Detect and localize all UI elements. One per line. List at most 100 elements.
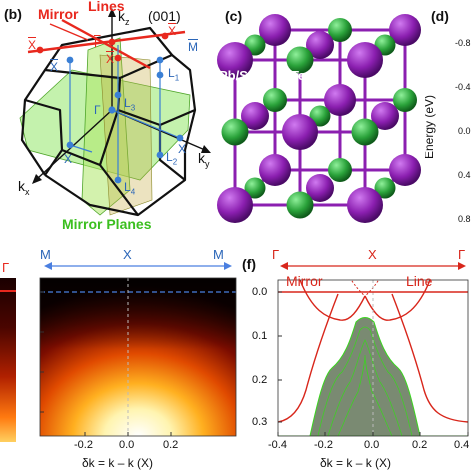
- x-bar-top-point: [66, 56, 74, 64]
- mirror-line-2: [61, 18, 151, 70]
- panel-d-ylabel: Energy (eV): [425, 94, 437, 160]
- panel-f-tag: (f): [242, 256, 256, 272]
- te-atom: [309, 105, 331, 127]
- panel-b-brillouin-zone: (b) Mirror Lines (001) kz ky kx Mirror P…: [0, 0, 215, 245]
- strip-red-line: [0, 290, 16, 292]
- te-atom: [351, 118, 379, 146]
- panel-d-tick-4: 0.8: [458, 214, 471, 224]
- l2-point: [156, 151, 164, 159]
- f-xtick-0: -0.4: [268, 439, 287, 451]
- f-xtick-3: 0.2: [412, 439, 428, 451]
- mirror-line-1: [27, 30, 186, 54]
- l1-point: [156, 71, 164, 79]
- f-ytick-1: 0.1: [252, 330, 268, 342]
- x-right-label: X: [178, 142, 187, 156]
- te-atom: [374, 177, 396, 199]
- l1-label: L1: [168, 66, 180, 83]
- panel-e-xlabel: δk = k – k (X): [82, 456, 154, 470]
- f-gamma-right-label: Γ: [458, 250, 466, 262]
- gamma-bar-point: [108, 38, 116, 46]
- x-ticks: [84, 432, 172, 436]
- x-bar-left-point: [36, 46, 44, 54]
- m-bar-right-label: M: [213, 250, 224, 262]
- panel-e-xtick-0: -0.2: [74, 439, 93, 451]
- pb-sn-atom: [217, 187, 253, 223]
- pb-sn-atom: [371, 102, 399, 130]
- surface-state-outer-left: [278, 293, 339, 423]
- surface-label: (001): [148, 8, 181, 24]
- f-y-ticks: [278, 291, 282, 423]
- pb-sn-atom: [241, 102, 269, 130]
- kx-axis: [37, 109, 113, 179]
- arpes-strip-image: [0, 278, 16, 442]
- pb-sn-atom: [324, 84, 356, 116]
- brillouin-zone-figure: [19, 8, 211, 217]
- m-bar-left-label: M: [40, 250, 51, 262]
- panel-e-arpes-map: M X M -0.2 0.0 0.2 δk = k – k (X): [18, 250, 240, 474]
- x-right-point: [176, 134, 184, 142]
- l4-label: L4: [124, 180, 136, 197]
- surface-state-outer-right: [391, 293, 468, 423]
- dispersion-dashed-left: [350, 280, 366, 297]
- panel-c-crystal-structure: (c) Pb/Sn Te: [215, 0, 425, 245]
- x-bar-mid-point: [114, 54, 122, 62]
- f-xlabel: δk = k – k (X): [320, 456, 392, 470]
- gamma-bar-label: Γ: [94, 36, 101, 50]
- panel-e-xtick-2: 0.2: [163, 439, 179, 451]
- x-bar-top-label: X: [50, 60, 59, 74]
- x-left-point: [66, 141, 74, 149]
- pb-sn-atom: [389, 14, 421, 46]
- te-atom: [286, 191, 314, 219]
- f-x-ticks: [277, 432, 469, 436]
- te-atom: [286, 46, 314, 74]
- l4-point: [114, 176, 122, 184]
- pb-sn-atom: [259, 154, 291, 186]
- x-bar-left-label: X: [28, 38, 37, 52]
- l3-label: L3: [124, 96, 136, 113]
- pb-sn-atom: [217, 42, 253, 78]
- te-atom: [393, 88, 417, 112]
- x-bar-mid-label: X: [106, 52, 115, 66]
- gamma-label: Γ: [94, 103, 101, 117]
- mirror-planes-label: Mirror Planes: [62, 216, 152, 232]
- x-bar-right-label: X: [168, 24, 177, 38]
- panel-e-left-strip: Γ: [0, 262, 18, 442]
- f-mirror-word: Mirror: [286, 273, 323, 289]
- x-left-label: X: [64, 152, 73, 166]
- pb-sn-atom: [347, 42, 383, 78]
- panel-d-tick-3: 0.4: [458, 170, 471, 180]
- pb-sn-atom: [389, 154, 421, 186]
- panel-d-tag: (d): [431, 8, 449, 24]
- te-atom: [328, 158, 352, 182]
- ky-label: ky: [198, 150, 210, 169]
- m-bar-point: [156, 56, 164, 64]
- pb-sn-atom: [282, 114, 318, 150]
- surface-state-left: [299, 280, 366, 321]
- f-gamma-left-label: Γ: [272, 250, 280, 262]
- kx-label: kx: [18, 178, 30, 197]
- te-atom: [244, 177, 266, 199]
- strip-gamma-bar-label: Γ: [2, 262, 10, 275]
- pb-sn-label: Pb/Sn: [219, 68, 256, 83]
- panel-c-tag: (c): [225, 8, 243, 24]
- guide-lines: [69, 45, 181, 180]
- surface-state-right: [364, 280, 431, 321]
- te-atom: [328, 18, 352, 42]
- x-bar-right-point: [161, 32, 169, 40]
- f-xtick-4: 0.4: [454, 439, 470, 451]
- crystal-lattice: [217, 14, 421, 223]
- panel-f-band-structure: (f) Γ X Γ Mirror Line 0.0 0.1 0.2 0.3 -0…: [240, 250, 474, 474]
- mirror-line-arrow: [49, 23, 89, 41]
- mirror-lines-label-2: Lines: [88, 0, 125, 14]
- f-xtick-2: 0.0: [364, 439, 380, 451]
- te-label: Te: [291, 68, 306, 83]
- m-bar-label: M: [188, 40, 198, 54]
- te-atom: [221, 118, 249, 146]
- pb-sn-atom: [347, 187, 383, 223]
- arpes-map-figure: [39, 262, 237, 437]
- kx-arrowhead: [32, 174, 42, 184]
- kz-arrowhead: [108, 8, 116, 17]
- panel-b-tag: (b): [4, 6, 22, 22]
- y-ticks: [40, 291, 44, 413]
- l3-point: [114, 91, 122, 99]
